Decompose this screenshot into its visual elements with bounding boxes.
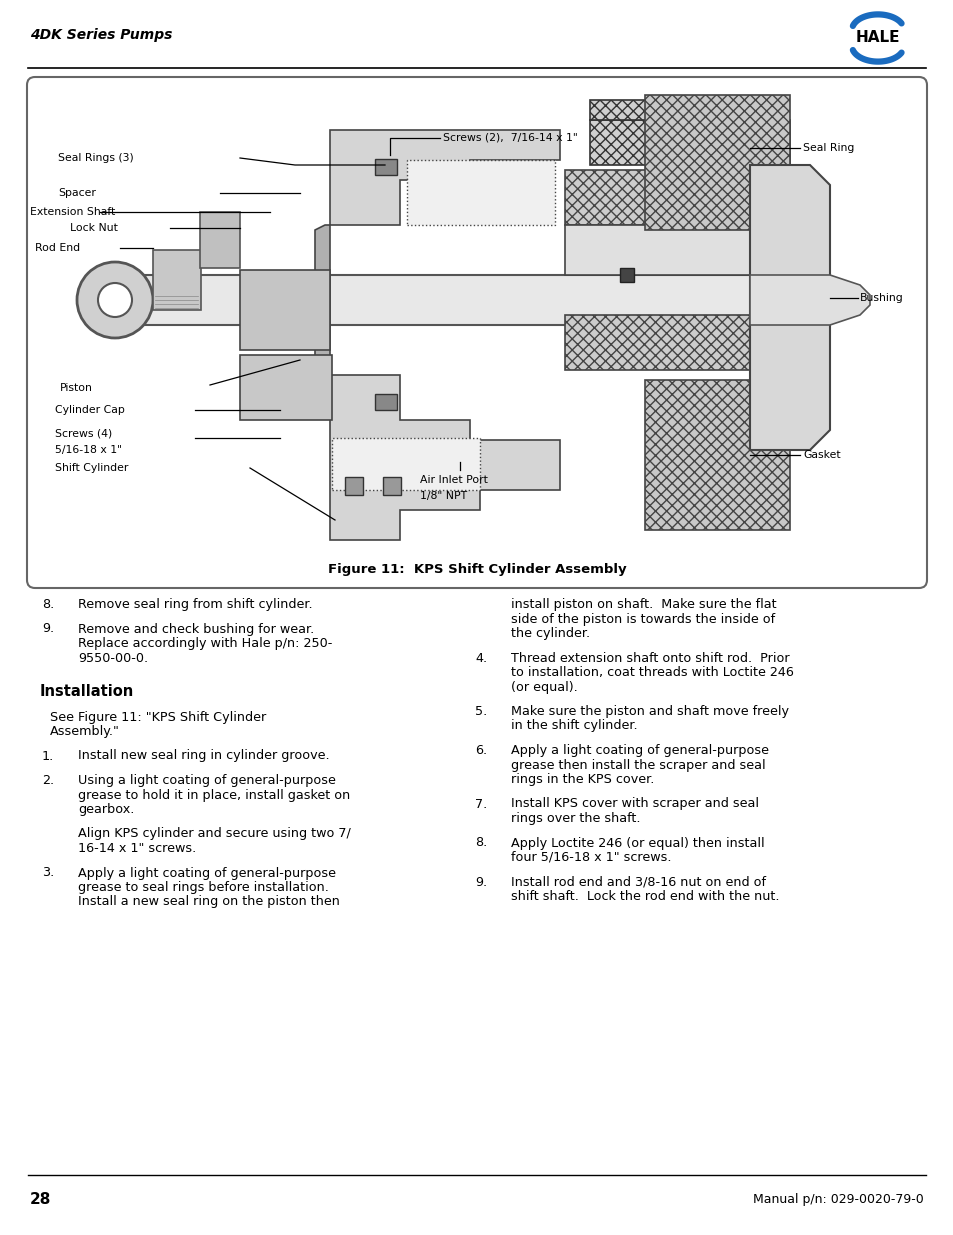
Text: Air Inlet Port: Air Inlet Port — [419, 475, 487, 485]
Bar — [407, 161, 555, 225]
Bar — [240, 270, 330, 350]
Text: Rod End: Rod End — [35, 243, 80, 253]
Text: Screws (2),  7/16-14 x 1": Screws (2), 7/16-14 x 1" — [442, 133, 578, 143]
Bar — [240, 354, 332, 420]
Text: 7.: 7. — [475, 798, 487, 810]
Text: 6.: 6. — [475, 743, 487, 757]
Text: gearbox.: gearbox. — [78, 803, 134, 816]
Polygon shape — [749, 275, 869, 325]
Text: Apply a light coating of general-purpose: Apply a light coating of general-purpose — [78, 867, 335, 879]
Text: Figure 11:  KPS Shift Cylinder Assembly: Figure 11: KPS Shift Cylinder Assembly — [327, 563, 626, 577]
Text: 5.: 5. — [475, 705, 487, 718]
Text: Cylinder Cap: Cylinder Cap — [55, 405, 125, 415]
Text: 9550-00-0.: 9550-00-0. — [78, 652, 148, 664]
Text: grease to seal rings before installation.: grease to seal rings before installation… — [78, 881, 329, 894]
Polygon shape — [749, 165, 829, 450]
Text: Assembly.": Assembly." — [50, 725, 120, 739]
Circle shape — [98, 283, 132, 317]
Text: 1.: 1. — [42, 750, 54, 762]
Bar — [60, 110, 873, 571]
Text: Install KPS cover with scraper and seal: Install KPS cover with scraper and seal — [511, 798, 759, 810]
Text: grease then install the scraper and seal: grease then install the scraper and seal — [511, 758, 765, 772]
Bar — [332, 438, 479, 490]
Polygon shape — [644, 95, 789, 230]
Bar — [95, 275, 789, 325]
Text: Screws (4): Screws (4) — [55, 429, 112, 438]
Polygon shape — [644, 380, 789, 530]
Text: Gasket: Gasket — [802, 450, 840, 459]
Text: shift shaft.  Lock the rod end with the nut.: shift shaft. Lock the rod end with the n… — [511, 890, 779, 903]
Text: Remove seal ring from shift cylinder.: Remove seal ring from shift cylinder. — [78, 598, 313, 611]
Text: 8.: 8. — [475, 836, 487, 850]
Text: Install rod end and 3/8-16 nut on end of: Install rod end and 3/8-16 nut on end of — [511, 876, 765, 888]
Text: 2.: 2. — [42, 774, 54, 787]
Bar — [382, 477, 400, 495]
Text: the cylinder.: the cylinder. — [511, 627, 590, 640]
Text: to installation, coat threads with Loctite 246: to installation, coat threads with Locti… — [511, 666, 793, 679]
Bar — [375, 394, 396, 410]
Text: Align KPS cylinder and secure using two 7/: Align KPS cylinder and secure using two … — [78, 827, 351, 841]
Text: 4.: 4. — [475, 652, 487, 664]
Text: Piston: Piston — [60, 383, 92, 393]
Text: in the shift cylinder.: in the shift cylinder. — [511, 720, 637, 732]
Text: rings in the KPS cover.: rings in the KPS cover. — [511, 773, 654, 785]
Polygon shape — [314, 225, 330, 375]
Text: Bushing: Bushing — [859, 293, 902, 303]
Polygon shape — [649, 100, 720, 110]
Text: Shift Cylinder: Shift Cylinder — [55, 463, 129, 473]
Bar — [564, 170, 749, 225]
Bar — [619, 268, 634, 282]
Text: grease to hold it in place, install gasket on: grease to hold it in place, install gask… — [78, 788, 350, 802]
Bar — [200, 212, 240, 268]
FancyBboxPatch shape — [27, 77, 926, 588]
Text: Apply Loctite 246 (or equal) then install: Apply Loctite 246 (or equal) then instal… — [511, 836, 763, 850]
Bar — [152, 249, 201, 310]
Text: Replace accordingly with Hale p/n: 250-: Replace accordingly with Hale p/n: 250- — [78, 637, 332, 650]
Text: 1/8" NPT: 1/8" NPT — [419, 492, 467, 501]
Text: Spacer: Spacer — [58, 188, 95, 198]
Text: Thread extension shaft onto shift rod.  Prior: Thread extension shaft onto shift rod. P… — [511, 652, 789, 664]
Text: HALE: HALE — [855, 30, 900, 44]
Circle shape — [77, 262, 152, 338]
Text: (or equal).: (or equal). — [511, 680, 578, 694]
Polygon shape — [330, 130, 559, 225]
Text: Seal Rings (3): Seal Rings (3) — [58, 153, 133, 163]
Text: Manual p/n: 029-0020-79-0: Manual p/n: 029-0020-79-0 — [753, 1193, 923, 1207]
Text: Install new seal ring in cylinder groove.: Install new seal ring in cylinder groove… — [78, 750, 330, 762]
Text: 8.: 8. — [42, 598, 54, 611]
Text: 5/16-18 x 1": 5/16-18 x 1" — [55, 445, 122, 454]
Polygon shape — [589, 120, 789, 225]
Bar — [375, 159, 396, 175]
Text: 16-14 x 1" screws.: 16-14 x 1" screws. — [78, 842, 196, 855]
Text: Apply a light coating of general-purpose: Apply a light coating of general-purpose — [511, 743, 768, 757]
Text: 9.: 9. — [42, 622, 54, 636]
Bar — [564, 225, 749, 275]
Text: Seal Ring: Seal Ring — [802, 143, 854, 153]
Text: rings over the shaft.: rings over the shaft. — [511, 811, 639, 825]
Text: Remove and check bushing for wear.: Remove and check bushing for wear. — [78, 622, 314, 636]
Bar — [564, 315, 749, 370]
Text: side of the piston is towards the inside of: side of the piston is towards the inside… — [511, 613, 774, 625]
Text: Installation: Installation — [40, 684, 134, 699]
Polygon shape — [589, 100, 749, 120]
Text: Using a light coating of general-purpose: Using a light coating of general-purpose — [78, 774, 335, 787]
Text: Make sure the piston and shaft move freely: Make sure the piston and shaft move free… — [511, 705, 788, 718]
Text: Extension Shaft: Extension Shaft — [30, 207, 115, 217]
Text: 28: 28 — [30, 1193, 51, 1208]
Text: Install a new seal ring on the piston then: Install a new seal ring on the piston th… — [78, 895, 339, 909]
Text: See Figure 11: "KPS Shift Cylinder: See Figure 11: "KPS Shift Cylinder — [50, 710, 266, 724]
Polygon shape — [330, 375, 559, 540]
Text: 3.: 3. — [42, 867, 54, 879]
Text: 4DK Series Pumps: 4DK Series Pumps — [30, 28, 172, 42]
Text: Lock Nut: Lock Nut — [70, 224, 118, 233]
Text: 9.: 9. — [475, 876, 487, 888]
Text: four 5/16-18 x 1" screws.: four 5/16-18 x 1" screws. — [511, 851, 671, 864]
Bar — [345, 477, 363, 495]
Text: install piston on shaft.  Make sure the flat: install piston on shaft. Make sure the f… — [511, 598, 776, 611]
